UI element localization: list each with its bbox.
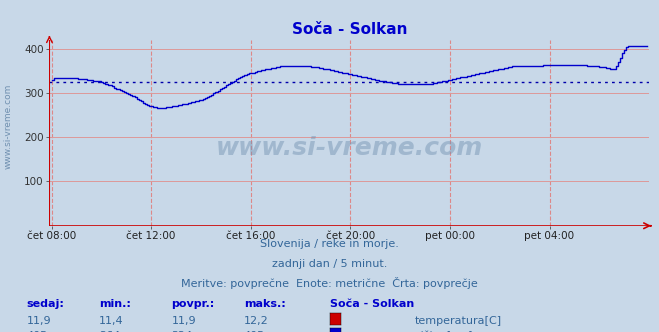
Text: temperatura[C]: temperatura[C] [415,316,502,326]
Text: 11,9: 11,9 [26,316,51,326]
Text: maks.:: maks.: [244,299,285,309]
Text: povpr.:: povpr.: [171,299,215,309]
Text: 324: 324 [171,331,192,332]
Text: sedaj:: sedaj: [26,299,64,309]
Text: 405: 405 [26,331,47,332]
Title: Soča - Solkan: Soča - Solkan [291,22,407,37]
Text: min.:: min.: [99,299,130,309]
Text: Slovenija / reke in morje.: Slovenija / reke in morje. [260,239,399,249]
Text: 12,2: 12,2 [244,316,269,326]
Text: www.si-vreme.com: www.si-vreme.com [3,83,13,169]
Text: 11,4: 11,4 [99,316,123,326]
Text: Soča - Solkan: Soča - Solkan [330,299,414,309]
Text: 11,9: 11,9 [171,316,196,326]
Text: 264: 264 [99,331,120,332]
Text: Meritve: povprečne  Enote: metrične  Črta: povprečje: Meritve: povprečne Enote: metrične Črta:… [181,277,478,289]
Text: višina[cm]: višina[cm] [415,331,474,332]
Text: zadnji dan / 5 minut.: zadnji dan / 5 minut. [272,259,387,269]
Text: 405: 405 [244,331,265,332]
Text: www.si-vreme.com: www.si-vreme.com [215,136,483,160]
